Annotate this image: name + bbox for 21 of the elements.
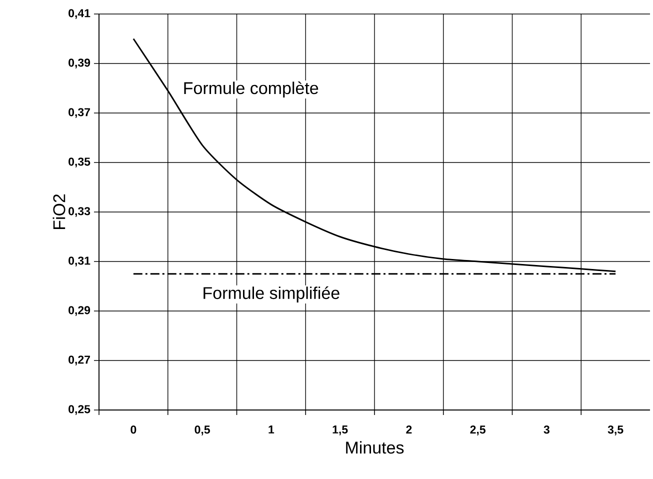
y-tick-label: 0,35 xyxy=(68,158,90,168)
x-axis-title: Minutes xyxy=(346,441,404,454)
x-tick-label: 0 xyxy=(130,426,136,434)
x-tick-label: 2 xyxy=(406,426,412,434)
x-tick-label: 3 xyxy=(544,426,550,434)
y-tick-label: 0,39 xyxy=(68,58,90,68)
y-tick-label: 0,37 xyxy=(68,108,90,118)
y-tick-label: 0,31 xyxy=(68,256,90,266)
y-tick-label: 0,29 xyxy=(68,306,90,316)
y-tick-label: 0,27 xyxy=(68,356,90,366)
y-axis-title: FiO2 xyxy=(52,194,66,230)
x-tick-label: 0,5 xyxy=(194,426,210,436)
series-label: Formule simplifiée xyxy=(204,286,340,302)
y-tick-label: 0,25 xyxy=(68,405,90,415)
y-tick-label: 0,41 xyxy=(68,9,90,19)
x-tick-label: 3,5 xyxy=(608,426,624,436)
y-tick-label: 0,33 xyxy=(68,207,90,217)
series-label: Formule complète xyxy=(184,81,318,98)
x-tick-label: 2,5 xyxy=(470,426,486,436)
x-tick-label: 1,5 xyxy=(332,426,348,436)
x-tick-label: 1 xyxy=(268,426,274,434)
